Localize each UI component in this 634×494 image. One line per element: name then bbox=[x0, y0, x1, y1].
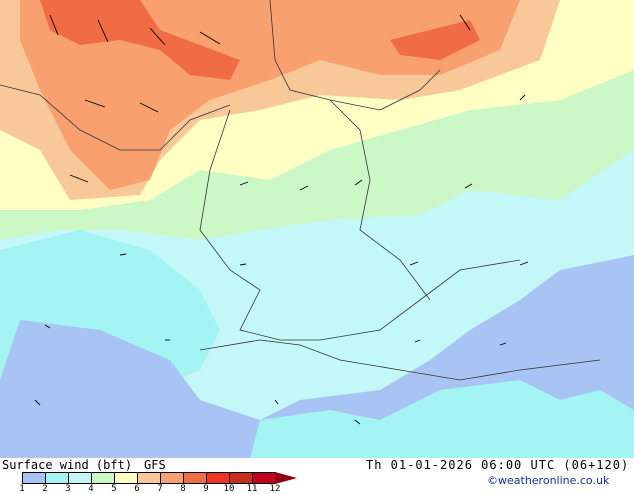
zone-red bbox=[40, 0, 240, 80]
legend-swatch bbox=[183, 472, 207, 484]
zone-red-2 bbox=[390, 20, 480, 60]
legend-swatch bbox=[137, 472, 161, 484]
legend-tick: 11 bbox=[246, 484, 258, 494]
legend-swatch bbox=[91, 472, 115, 484]
legend-tick: 6 bbox=[134, 484, 140, 494]
legend-tick: 2 bbox=[42, 484, 48, 494]
legend-tick: 12 bbox=[269, 484, 281, 494]
legend-swatch bbox=[114, 472, 138, 484]
legend-tick: 5 bbox=[111, 484, 117, 494]
copyright-link[interactable]: ©weatheronline.co.uk bbox=[487, 474, 610, 487]
legend-tick: 1 bbox=[19, 484, 25, 494]
legend-swatch bbox=[206, 472, 230, 484]
legend-swatch bbox=[68, 472, 92, 484]
model-label: GFS bbox=[144, 458, 166, 472]
legend-overflow-arrow bbox=[275, 472, 297, 484]
legend-swatch bbox=[45, 472, 69, 484]
wind-arrows bbox=[34, 14, 529, 425]
legend-tick: 10 bbox=[223, 484, 235, 494]
legend-tick: 7 bbox=[157, 484, 163, 494]
valid-time: Th 01-01-2026 06:00 UTC (06+120) bbox=[366, 458, 630, 472]
borders bbox=[0, 0, 601, 381]
wind-map bbox=[0, 0, 634, 458]
legend-tick: 8 bbox=[180, 484, 186, 494]
map-title: Surface wind (bft) bbox=[2, 458, 133, 472]
legend-swatch bbox=[160, 472, 184, 484]
legend-swatch bbox=[229, 472, 253, 484]
legend-tick: 9 bbox=[203, 484, 209, 494]
legend-tick: 4 bbox=[88, 484, 94, 494]
legend-swatch bbox=[252, 472, 276, 484]
legend-swatch bbox=[22, 472, 46, 484]
legend-tick: 3 bbox=[65, 484, 71, 494]
zone-cyan-2 bbox=[250, 380, 634, 458]
